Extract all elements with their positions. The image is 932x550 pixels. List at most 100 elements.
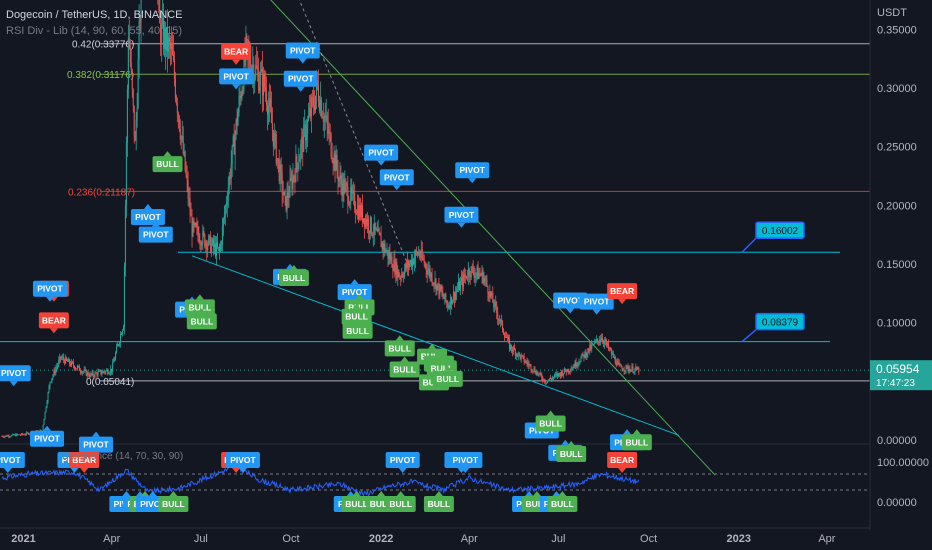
- signal-box: [379, 169, 414, 186]
- candle-body: [596, 338, 598, 341]
- rsi-tick-label: 100.00000: [877, 457, 929, 469]
- candle-body: [590, 344, 592, 350]
- candle-body: [543, 379, 545, 381]
- candle-body: [507, 337, 509, 340]
- candle-body: [603, 341, 605, 344]
- signal-arrow: [80, 468, 89, 473]
- candle-body: [351, 187, 353, 194]
- candle-body: [547, 380, 549, 383]
- candle-body: [319, 99, 321, 112]
- candle-body: [600, 340, 602, 342]
- candle-body: [455, 292, 457, 300]
- candle-body: [338, 178, 340, 182]
- candle-body: [102, 371, 104, 374]
- candle-body: [300, 143, 302, 158]
- candle-body: [530, 364, 532, 371]
- indicator-title[interactable]: RSI Div - Lib (14, 90, 60, 55, 40, 15): [6, 25, 183, 37]
- signal-label: PIVOT: [453, 455, 479, 465]
- candle-body: [417, 251, 419, 255]
- signal-label: BULL: [162, 499, 185, 509]
- candle-body: [591, 344, 593, 350]
- candle-body: [422, 257, 424, 260]
- candle-body: [534, 368, 536, 373]
- candle-body: [79, 370, 81, 372]
- candle-body: [565, 371, 567, 373]
- signal-box: [579, 293, 614, 310]
- signal-label: BULL: [189, 302, 212, 312]
- candle-body: [121, 330, 123, 335]
- candle-body: [166, 26, 168, 51]
- candle-body: [405, 263, 407, 270]
- chart-header: Dogecoin / TetherUS, 1D, BINANCE: [6, 9, 182, 21]
- signal-box: [385, 496, 416, 512]
- axes: 0.35000 0.30000 0.25000 0.20000 0.15000 0.100…: [11, 0, 932, 550]
- candle-body: [551, 378, 553, 380]
- candle-body: [292, 175, 294, 189]
- candle-body: [372, 234, 374, 236]
- candle-body: [131, 70, 133, 90]
- candle-body: [584, 351, 586, 358]
- candle-body: [394, 259, 396, 275]
- candle-body: [192, 220, 194, 237]
- candle-body: [81, 371, 83, 374]
- candle-body: [376, 228, 378, 232]
- candle-body: [184, 151, 186, 171]
- signal-arrow: [289, 265, 298, 270]
- candle-body: [568, 371, 570, 372]
- candle-body: [474, 274, 476, 278]
- candle-body: [603, 341, 605, 344]
- signal-label: PIVOT: [390, 455, 416, 465]
- candle-body: [410, 260, 412, 267]
- candle-body: [305, 124, 307, 141]
- candle-body: [606, 343, 608, 345]
- candle-body: [509, 344, 511, 350]
- signal-arrow: [143, 203, 152, 209]
- signal-label: PIVOT: [459, 165, 485, 175]
- candle-body: [100, 370, 102, 375]
- candle-body: [593, 343, 595, 345]
- candle-body: [496, 305, 498, 313]
- candle-body: [436, 284, 438, 291]
- candle-body: [485, 279, 487, 281]
- candle-body: [550, 378, 552, 379]
- candle-body: [575, 361, 577, 367]
- candle-body: [306, 133, 308, 141]
- candle-body: [495, 301, 497, 306]
- candle-body: [410, 260, 412, 264]
- candle-body: [3, 436, 5, 438]
- signal-bull: BULL: [621, 429, 652, 451]
- candle-body: [63, 357, 65, 361]
- signal-bull: BULL: [432, 365, 463, 387]
- rsi-title[interactable]: Dominance (14, 70, 30, 90): [62, 451, 184, 462]
- signal-box: [225, 452, 260, 468]
- time-tick-label: 2023: [726, 533, 750, 545]
- candle-body: [628, 369, 630, 371]
- candle-body: [586, 354, 588, 357]
- candle-body: [607, 343, 609, 349]
- candle-body: [60, 356, 62, 359]
- symbol-title[interactable]: Dogecoin / TetherUS, 1D, BINANCE: [6, 9, 183, 21]
- signal-arrow: [163, 151, 172, 157]
- candle-body: [117, 344, 119, 347]
- candle-body: [307, 119, 309, 134]
- candle-body: [61, 358, 63, 359]
- candle-body: [428, 268, 430, 271]
- candle-body: [345, 182, 347, 184]
- signal-bull: BULL: [535, 410, 566, 432]
- signal-arrow: [443, 365, 452, 371]
- candle-body: [454, 291, 456, 300]
- signal-arrow: [141, 491, 149, 496]
- candle-body: [232, 136, 234, 146]
- signal-arrow: [457, 222, 466, 228]
- level-callout-box: [755, 312, 805, 331]
- signal-pivot: PIVOT: [444, 206, 479, 228]
- candle-body: [275, 134, 277, 164]
- candle-body: [326, 115, 328, 125]
- signal-box: [221, 43, 252, 60]
- candle-body: [115, 352, 117, 360]
- signal-arrow: [352, 303, 361, 309]
- candle-body: [90, 373, 92, 375]
- candle-body: [412, 259, 414, 265]
- candle-body: [457, 288, 459, 291]
